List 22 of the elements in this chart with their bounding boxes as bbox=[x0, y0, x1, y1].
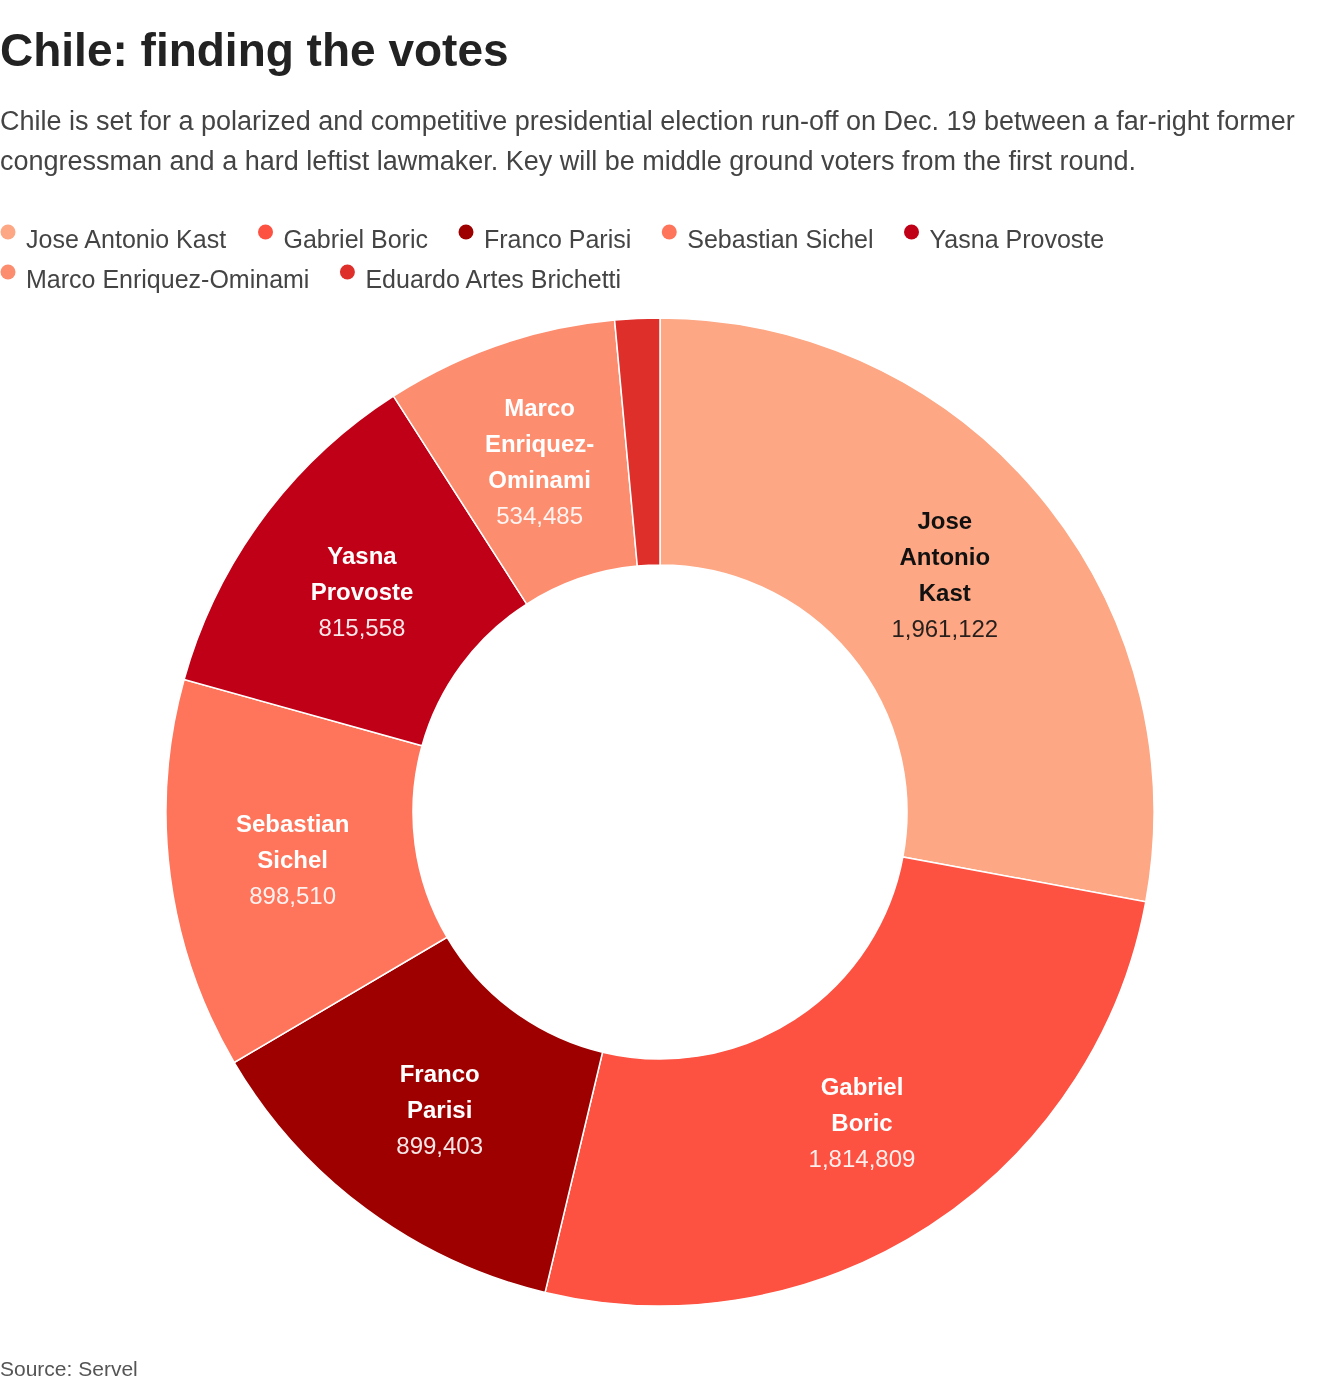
source-note: Source: Servel bbox=[0, 1357, 138, 1380]
legend-label: Marco Enriquez-Ominami bbox=[26, 265, 310, 293]
slice-label: Sebastian Sichel bbox=[235, 810, 350, 874]
chart-subtitle: Chile is set for a polarized and competitive presidential election run-off on Dec. 19 between a far-right former congressman and a hard leftist lawmaker. Key will be middle ground voters from the first round. bbox=[0, 106, 1295, 176]
legend-label: Gabriel Boric bbox=[283, 225, 429, 253]
data-label: 1,814,809 bbox=[808, 1144, 916, 1172]
slice-label: Yasna Provoste bbox=[310, 541, 414, 605]
chart-title: Chile: finding the votes bbox=[0, 24, 509, 76]
slice-label: Gabriel Boric bbox=[820, 1072, 904, 1136]
data-label: 534,485 bbox=[496, 501, 583, 529]
legend-label: Franco Parisi bbox=[484, 225, 632, 253]
slice-label: Franco Parisi bbox=[399, 1059, 480, 1123]
legend-label: Sebastian Sichel bbox=[687, 225, 874, 253]
data-label: 815,558 bbox=[318, 613, 406, 641]
data-label: 1,961,122 bbox=[891, 615, 999, 643]
legend-label: Yasna Provoste bbox=[929, 225, 1105, 253]
legend-label: Eduardo Artes Brichetti bbox=[365, 265, 622, 293]
data-label: 899,403 bbox=[396, 1131, 484, 1159]
slice-label: Marco Enriquez-Ominami bbox=[484, 393, 595, 493]
slice-label: Jose Antonio Kast bbox=[899, 507, 991, 607]
legend-label: Jose Antonio Kast bbox=[26, 225, 227, 253]
data-label: 898,510 bbox=[249, 882, 337, 910]
